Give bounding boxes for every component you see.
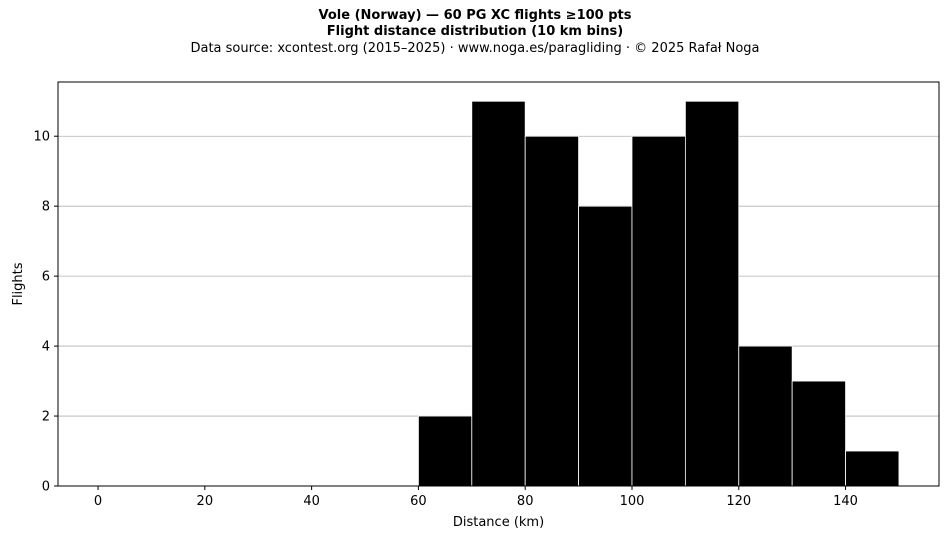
histogram-bar [524, 135, 579, 487]
y-tick-label: 10 [33, 130, 50, 145]
histogram-bar [738, 345, 793, 487]
y-tick-label: 0 [42, 480, 50, 495]
histogram-bars [418, 100, 900, 487]
histogram-bar [471, 100, 526, 487]
x-tick-label: 20 [197, 494, 214, 509]
y-tick-label: 6 [42, 270, 50, 285]
y-tick-label: 8 [42, 200, 50, 215]
x-tick-label: 140 [833, 494, 858, 509]
histogram-bar [578, 205, 633, 487]
x-tick-label: 80 [517, 494, 534, 509]
chart-source-note: Data source: xcontest.org (2015–2025) · … [190, 41, 760, 56]
histogram-bar [631, 135, 686, 487]
histogram-bar [791, 380, 846, 487]
x-tick-label: 0 [94, 494, 102, 509]
y-axis-label: Flights [11, 262, 26, 305]
x-tick-label: 100 [620, 494, 645, 509]
plot-frame [57, 81, 940, 487]
x-tick-label: 60 [410, 494, 427, 509]
chart-title: Vole (Norway) — 60 PG XC flights ≥100 pt… [318, 8, 632, 23]
x-axis-label: Distance (km) [453, 515, 544, 530]
y-axis-ticks: 0 2 4 6 8 10 [33, 130, 58, 495]
chart-title-block: Vole (Norway) — 60 PG XC flights ≥100 pt… [0, 8, 950, 58]
histogram-bar [684, 100, 740, 487]
histogram-bar [845, 450, 900, 487]
x-tick-label: 120 [726, 494, 751, 509]
x-axis-ticks: 0 20 40 60 80 100 120 140 [94, 486, 858, 509]
y-tick-label: 2 [42, 410, 50, 425]
chart-subtitle: Flight distance distribution (10 km bins… [326, 24, 624, 39]
x-tick-label: 40 [303, 494, 320, 509]
y-tick-label: 4 [42, 340, 50, 355]
histogram-bar [418, 415, 473, 487]
